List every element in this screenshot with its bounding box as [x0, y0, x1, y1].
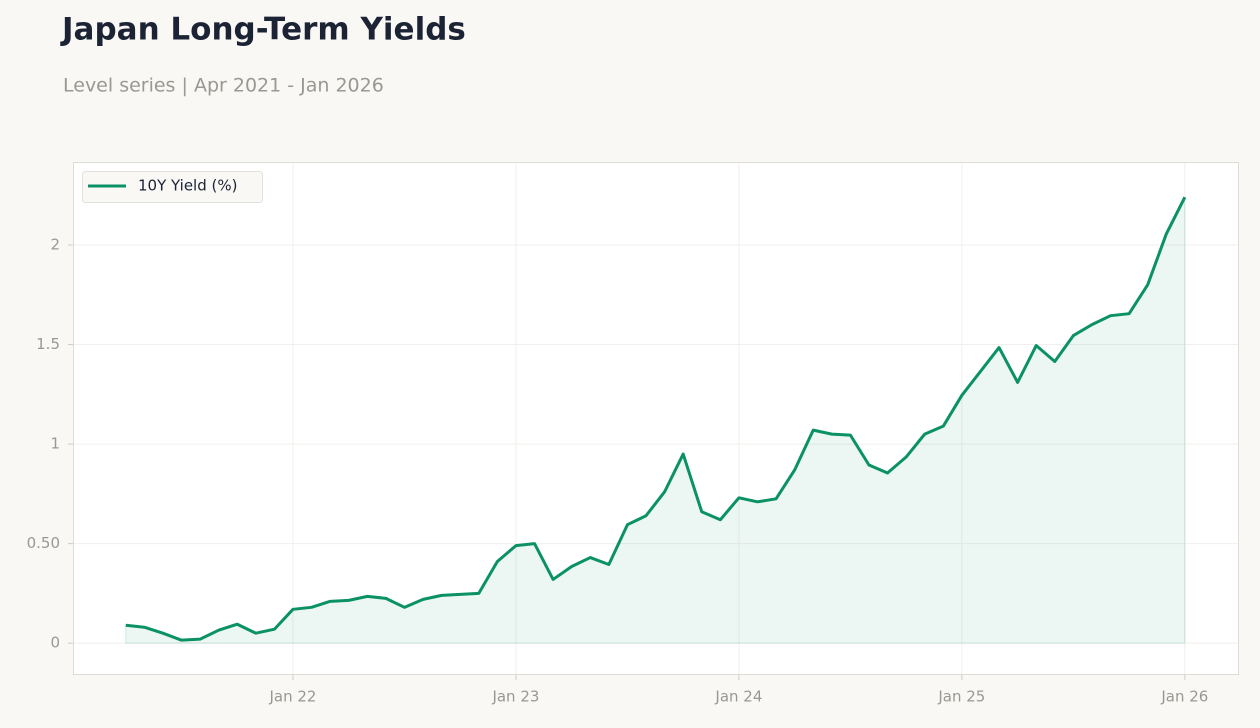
- x-tick-label: Jan 23: [491, 688, 539, 706]
- chart-subtitle: Level series | Apr 2021 - Jan 2026: [63, 75, 384, 97]
- x-tick-label: Jan 25: [937, 688, 985, 706]
- y-tick-label: 0: [50, 634, 60, 652]
- x-tick-label: Jan 22: [268, 688, 316, 706]
- y-tick-label: 2: [50, 236, 60, 254]
- chart-title: Japan Long-Term Yields: [60, 12, 466, 48]
- legend: 10Y Yield (%): [82, 171, 263, 203]
- line: [125, 196, 1187, 642]
- plot-area: [73, 162, 1239, 675]
- y-tick-label: 1: [50, 435, 60, 453]
- x-tick-label: Jan 24: [714, 688, 762, 706]
- y-tick-label: 1.5: [36, 335, 60, 353]
- legend-label: 10Y Yield (%): [138, 177, 237, 195]
- x-tick-label: Jan 26: [1160, 688, 1208, 706]
- y-tick-label: 0.50: [27, 534, 60, 552]
- legend-box: [82, 171, 263, 203]
